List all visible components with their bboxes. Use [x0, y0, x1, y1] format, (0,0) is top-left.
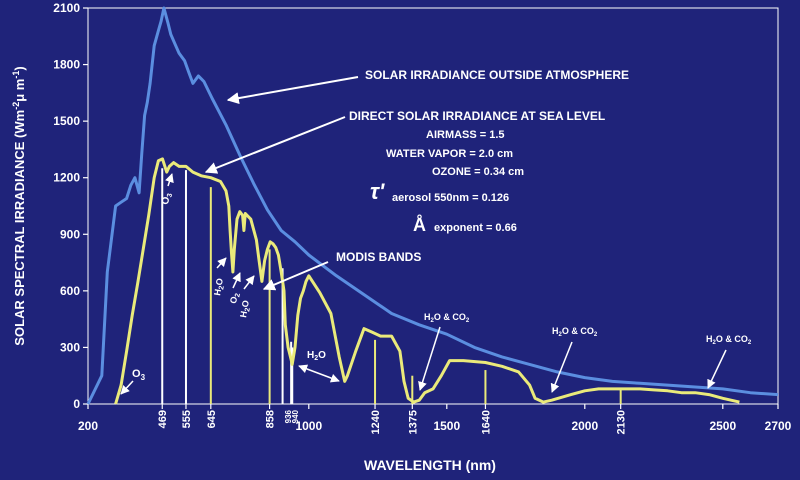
y-tick-label: 900 — [60, 227, 80, 241]
arrow-outside-atmosphere — [226, 76, 359, 105]
svg-text:H2O & CO2: H2O & CO2 — [706, 334, 752, 346]
svg-text:H2O & CO2: H2O & CO2 — [424, 312, 470, 324]
y-tick-label: 600 — [60, 284, 80, 298]
svg-text:H2O: H2O — [238, 299, 253, 318]
x-tick-label: 1375 — [407, 410, 419, 434]
x-tick-label: 2130 — [616, 410, 628, 434]
x-tick-label: 858 — [265, 410, 277, 428]
arrow-modis-bands — [262, 261, 329, 291]
annotation-h2o-co2-2500: H2O & CO2 — [706, 334, 752, 389]
svg-text:H2O: H2O — [307, 350, 326, 362]
x-tick-label: 645 — [206, 410, 218, 428]
label-outside-atmosphere: SOLAR IRRADIANCE OUTSIDE ATMOSPHERE — [365, 68, 629, 82]
annotation-h2o-1100: H2O — [298, 350, 340, 383]
label-ozone: OZONE = 0.34 cm — [432, 166, 524, 178]
label-water-vapor: WATER VAPOR = 2.0 cm — [386, 148, 513, 160]
y-tick-label: 2100 — [53, 1, 80, 15]
label-sea-level: DIRECT SOLAR IRRADIANCE AT SEA LEVEL — [349, 109, 605, 123]
y-axis-label: SOLAR SPECTRAL IRRADIANCE (Wm-2μ m-1) — [11, 66, 27, 345]
arrow-sea-level — [204, 116, 346, 174]
x-tick-label: 2500 — [709, 419, 736, 433]
annotation-h2o-co2-1850: H2O & CO2 — [550, 326, 598, 393]
label-airmass: AIRMASS = 1.5 — [426, 129, 505, 141]
x-tick-label: 1640 — [480, 410, 492, 434]
y-tick-label: 1500 — [53, 114, 80, 128]
y-tick-label: 1200 — [53, 171, 80, 185]
x-tick-label: 936 — [284, 409, 293, 423]
tau-symbol: τ' — [370, 179, 385, 204]
svg-text:H2O: H2O — [212, 277, 227, 296]
x-tick-label: 1500 — [433, 419, 460, 433]
x-tick-label: 469 — [157, 410, 169, 428]
x-tick-label: 1000 — [295, 419, 322, 433]
x-tick-label: 200 — [78, 419, 98, 433]
annotation-h2o-co2-1375: H2O & CO2 — [418, 312, 470, 391]
label-angstrom-exponent: exponent = 0.66 — [434, 222, 517, 234]
plot-area-frame — [87, 7, 779, 405]
x-tick-label: 1240 — [370, 410, 382, 434]
x-tick-label: 940 — [291, 409, 300, 423]
svg-text:H2O & CO2: H2O & CO2 — [552, 326, 598, 338]
series-line-outside — [86, 6, 779, 405]
x-tick-label: 2000 — [571, 419, 598, 433]
axes: 0 300 600 900 1200 1500 1800 2100 200 1000 1500 200… — [53, 1, 791, 434]
svg-text:O3: O3 — [132, 368, 146, 382]
series-line-sea_level — [114, 157, 740, 405]
label-modis-bands: MODIS BANDS — [336, 250, 421, 264]
x-axis-label: WAVELENGTH (nm) — [364, 457, 496, 473]
series-lines — [86, 6, 779, 405]
y-tick-label: 0 — [73, 397, 80, 411]
label-tau-aerosol: aerosol 550nm = 0.126 — [392, 192, 509, 204]
x-tick-label: 555 — [181, 410, 193, 428]
y-tick-label: 1800 — [53, 58, 80, 72]
x-tick-label: 2700 — [765, 419, 792, 433]
angstrom-symbol: Å — [413, 215, 426, 235]
y-tick-label: 300 — [60, 340, 80, 354]
